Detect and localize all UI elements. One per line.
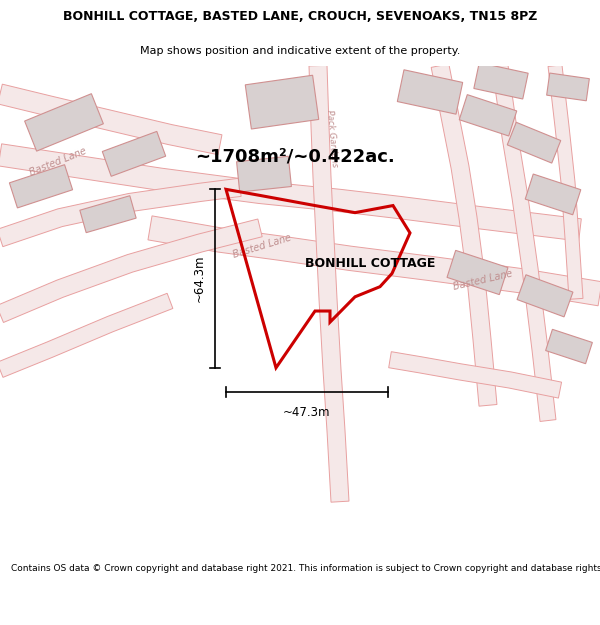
Polygon shape [0,219,262,322]
Polygon shape [309,66,349,502]
Text: Basted Lane: Basted Lane [452,269,514,292]
Polygon shape [103,131,166,176]
Text: Basted Lane: Basted Lane [28,146,88,178]
Text: BONHILL COTTAGE, BASTED LANE, CROUCH, SEVENOAKS, TN15 8PZ: BONHILL COTTAGE, BASTED LANE, CROUCH, SE… [63,10,537,23]
Text: Pack Gardens: Pack Gardens [325,109,339,168]
Text: Basted Lane: Basted Lane [232,232,293,260]
Text: Contains OS data © Crown copyright and database right 2021. This information is : Contains OS data © Crown copyright and d… [11,564,600,573]
Polygon shape [10,164,73,208]
Polygon shape [80,196,136,232]
Polygon shape [459,94,517,136]
Polygon shape [397,70,463,114]
Polygon shape [545,329,592,364]
Polygon shape [474,62,528,99]
Polygon shape [548,65,583,299]
Text: ~64.3m: ~64.3m [193,255,205,302]
Polygon shape [547,73,589,101]
Polygon shape [389,352,562,398]
Polygon shape [492,64,556,421]
Text: BONHILL COTTAGE: BONHILL COTTAGE [305,257,435,270]
Polygon shape [25,94,103,151]
Text: ~47.3m: ~47.3m [283,406,331,419]
Polygon shape [517,275,573,317]
Polygon shape [245,75,319,129]
Polygon shape [507,122,561,163]
Polygon shape [0,178,241,247]
Polygon shape [0,293,173,378]
Text: Map shows position and indicative extent of the property.: Map shows position and indicative extent… [140,46,460,56]
Polygon shape [447,251,508,294]
Polygon shape [236,156,292,192]
Polygon shape [148,216,600,306]
Polygon shape [431,64,497,406]
Polygon shape [0,84,222,154]
Text: ~1708m²/~0.422ac.: ~1708m²/~0.422ac. [195,148,395,166]
Polygon shape [525,174,581,215]
Polygon shape [0,144,581,241]
